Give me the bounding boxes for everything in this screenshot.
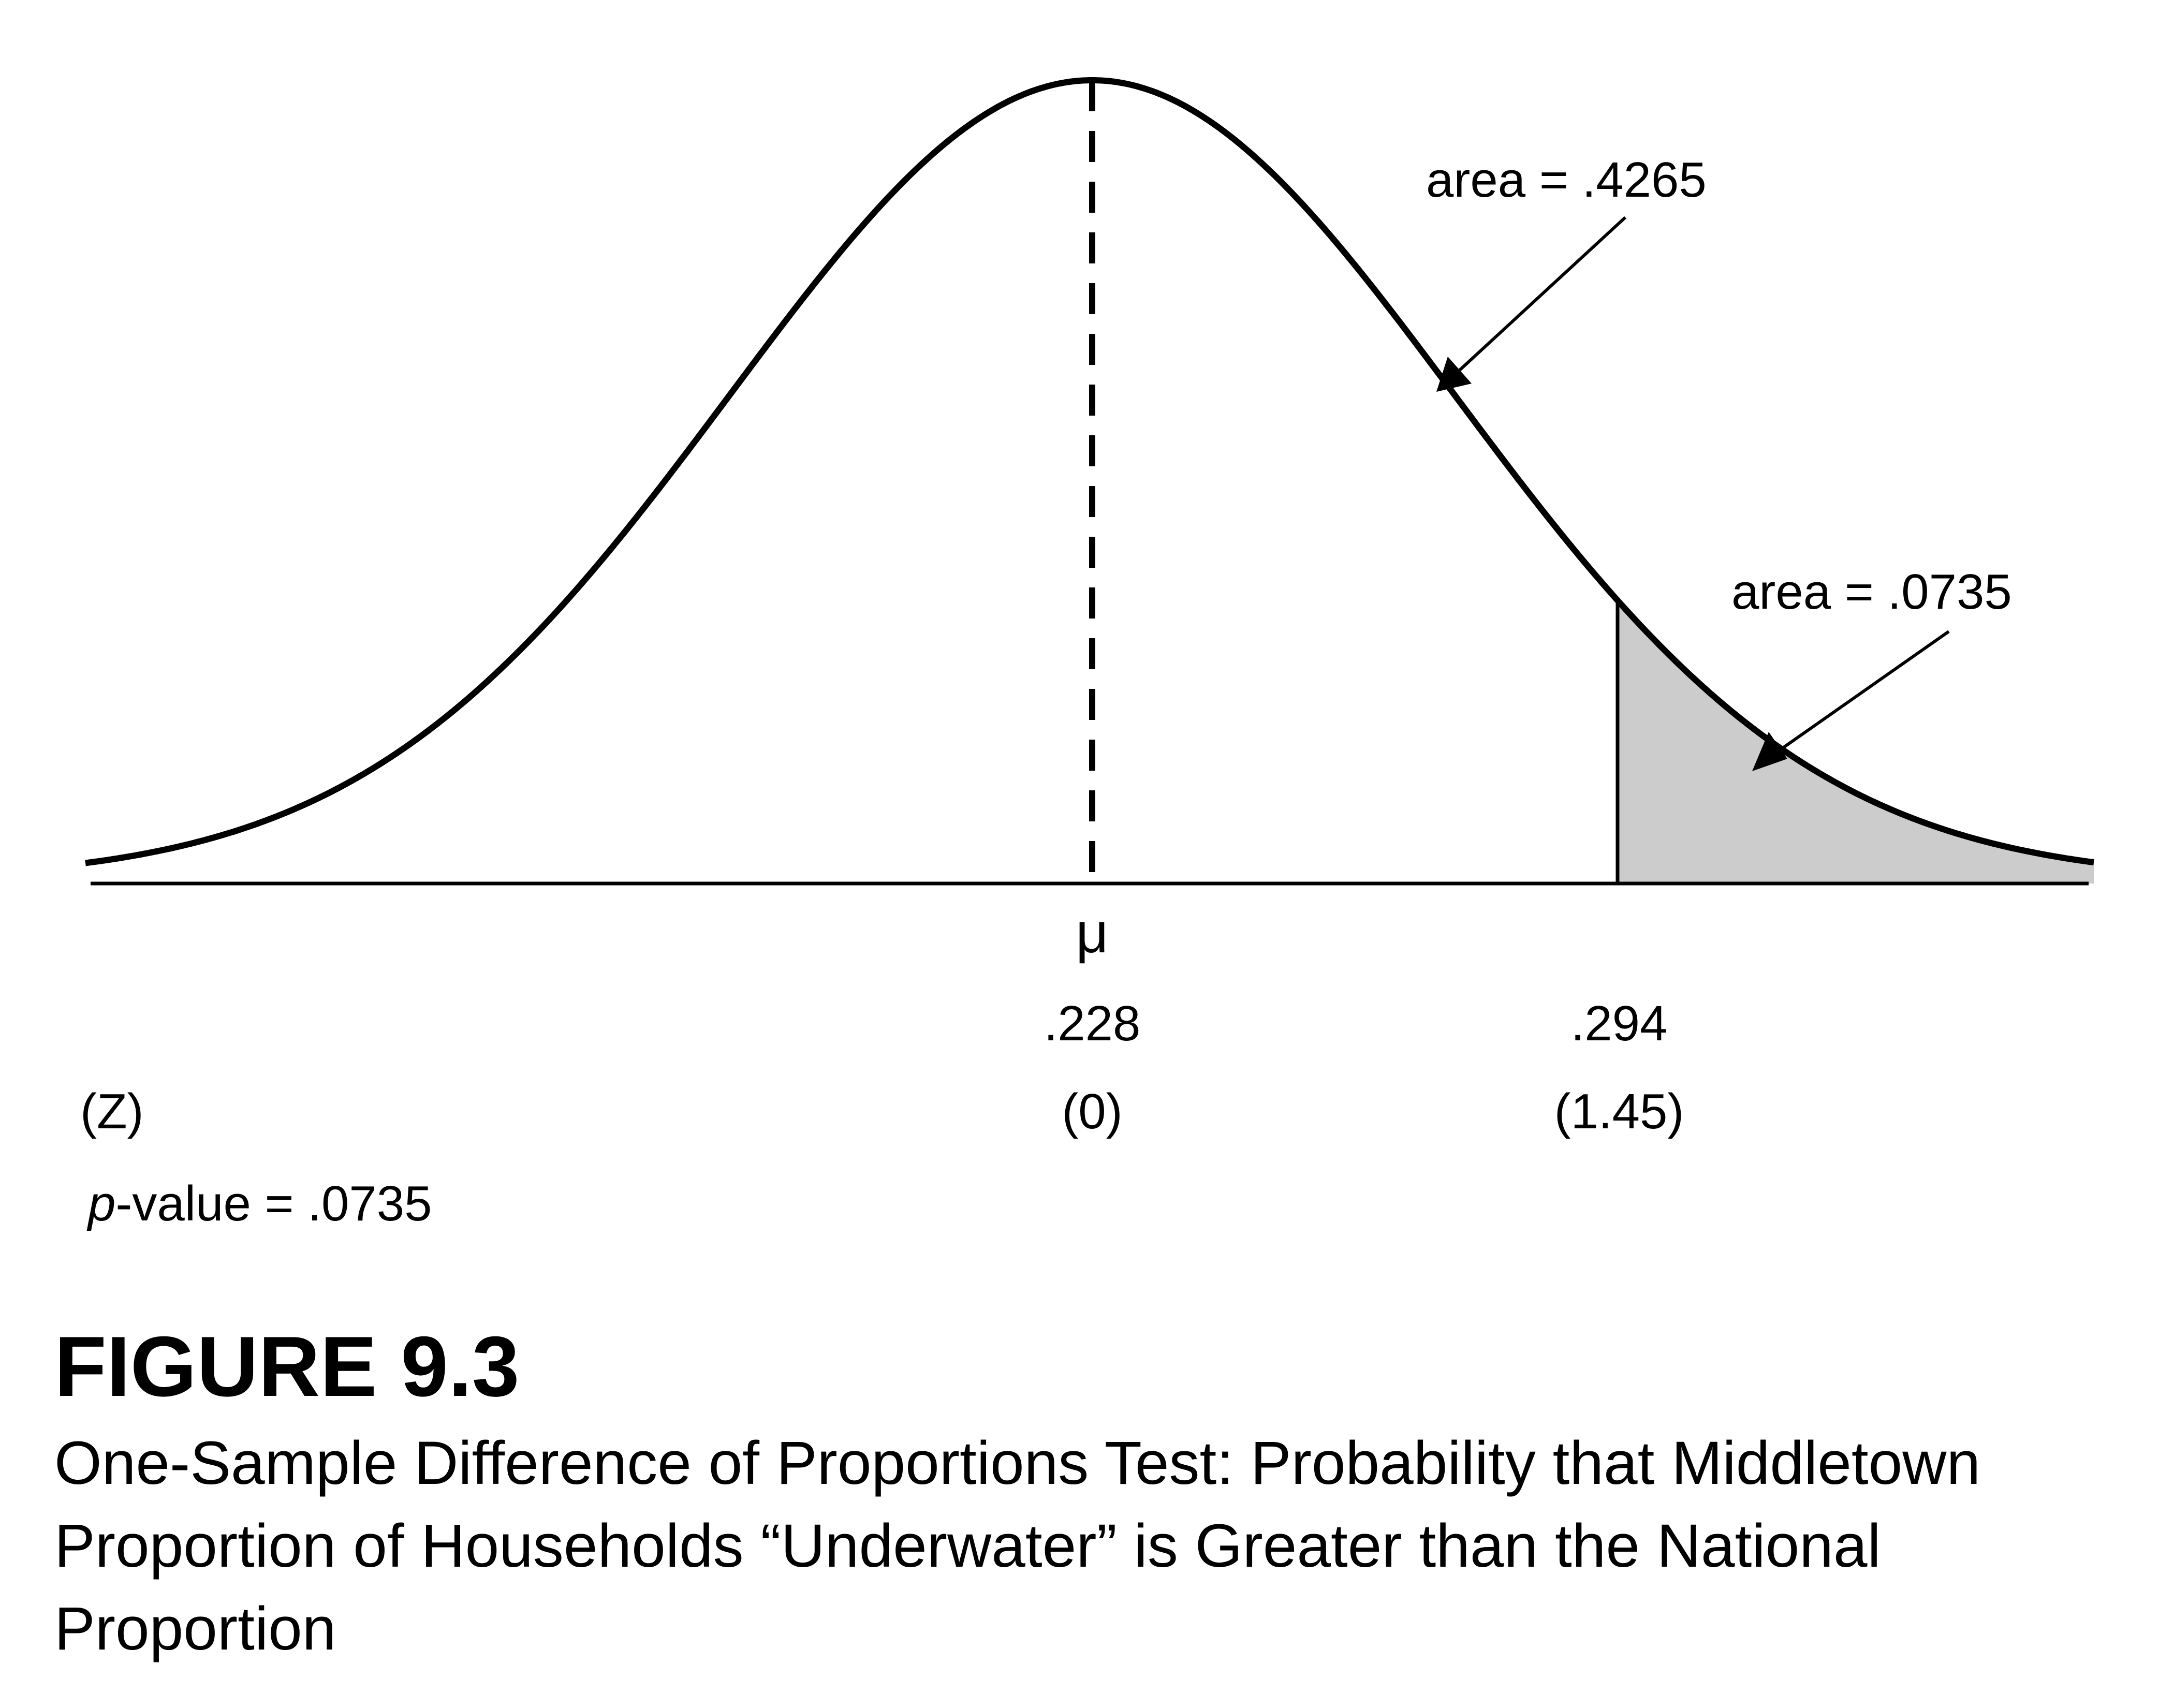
area-between-label: area = .4265 xyxy=(1426,152,1707,208)
mean-z-label: (0) xyxy=(1062,1084,1122,1139)
area-between-arrow xyxy=(1458,216,1627,372)
p-value-italic: p xyxy=(86,1176,115,1231)
figure-caption-block: FIGURE 9.3 One-Sample Difference of Prop… xyxy=(54,1317,2073,1670)
mean-symbol: μ xyxy=(1076,901,1108,965)
normal-distribution-diagram: area = .4265 area = .0735 μ .228 .294 (Z… xyxy=(80,77,2094,1231)
area-between-arrowhead xyxy=(1436,357,1472,392)
figure-caption: One-Sample Difference of Proportions Tes… xyxy=(54,1429,1981,1663)
area-tail-arrow xyxy=(1780,630,1950,751)
test-value-label: .294 xyxy=(1571,996,1668,1051)
p-value-label: p-value = .0735 xyxy=(86,1176,432,1231)
mean-value-label: .228 xyxy=(1044,996,1141,1051)
area-tail-label: area = .0735 xyxy=(1731,564,2012,620)
figure-number: FIGURE 9.3 xyxy=(54,1319,520,1414)
shaded-tail-area xyxy=(1618,600,2094,884)
z-axis-label: (Z) xyxy=(80,1084,144,1139)
p-value-text: -value = .0735 xyxy=(115,1176,432,1231)
test-z-label: (1.45) xyxy=(1554,1084,1684,1139)
area-tail-arrowhead xyxy=(1752,732,1787,771)
normal-curve xyxy=(85,77,2094,866)
